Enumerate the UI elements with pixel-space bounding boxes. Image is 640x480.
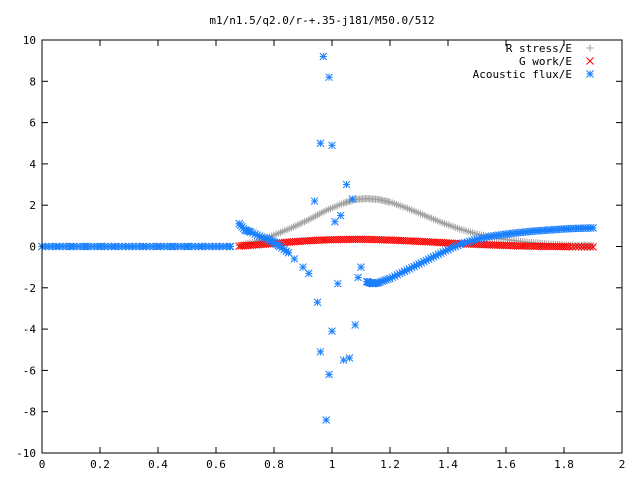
legend-label: R stress/E <box>506 42 572 55</box>
x-tick-label: 0.4 <box>148 458 168 471</box>
data-layer <box>38 52 597 424</box>
data-point <box>586 243 594 251</box>
data-point <box>342 180 351 189</box>
x-tick-label: 2 <box>619 458 626 471</box>
y-tick-label: 8 <box>29 75 36 88</box>
data-point <box>580 242 589 251</box>
y-tick-label: 2 <box>29 199 36 212</box>
data-point <box>284 248 293 257</box>
data-point <box>333 279 342 288</box>
data-point <box>583 243 592 251</box>
legend-marker <box>586 57 594 65</box>
x-tick-label: 0 <box>39 458 46 471</box>
y-tick-label: 10 <box>23 34 36 47</box>
x-tick-label: 1.2 <box>380 458 400 471</box>
x-tick-label: 0.8 <box>264 458 284 471</box>
data-point <box>565 242 574 251</box>
x-tick-label: 1.6 <box>496 458 516 471</box>
data-point <box>313 298 322 307</box>
data-point <box>357 263 365 272</box>
data-point <box>316 139 325 148</box>
data-point <box>577 242 586 251</box>
data-point <box>345 354 354 362</box>
chart-title: m1/n1.5/q2.0/r-+.35-j181/M50.0/512 <box>209 14 434 27</box>
data-point <box>319 52 328 61</box>
data-point <box>316 347 325 356</box>
x-tick-label: 0.6 <box>206 458 226 471</box>
data-point <box>331 217 339 226</box>
legend-label: Acoustic flux/E <box>473 68 572 81</box>
data-point <box>336 211 345 220</box>
x-tick-label: 0.2 <box>90 458 110 471</box>
data-point <box>568 242 577 251</box>
data-point <box>325 73 333 82</box>
data-point <box>328 327 336 336</box>
data-point <box>325 370 333 379</box>
data-point <box>290 255 299 263</box>
data-point <box>589 243 597 251</box>
data-point <box>310 197 319 205</box>
data-point <box>354 273 362 282</box>
y-tick-label: -10 <box>16 447 36 460</box>
legend-marker <box>586 70 594 78</box>
data-point <box>351 321 360 329</box>
y-tick-label: -2 <box>23 282 36 295</box>
y-tick-label: -6 <box>23 364 36 377</box>
x-tick-label: 1.8 <box>554 458 574 471</box>
y-tick-label: -8 <box>23 406 36 419</box>
legend-label: G work/E <box>519 55 572 68</box>
y-tick-label: 4 <box>29 158 36 171</box>
y-tick-label: 0 <box>29 241 36 254</box>
data-point <box>328 141 336 150</box>
data-point <box>226 242 234 251</box>
y-tick-label: 6 <box>29 117 36 130</box>
y-tick-label: -4 <box>23 323 37 336</box>
legend-marker <box>586 44 594 52</box>
ticks-layer: 0 0.2 0.4 0.6 0.8 1 1.2 1.4 1.6 1.8 2 10 8 6 4 2 0 -2 -4 -6… <box>16 34 625 471</box>
x-tick-label: 1 <box>329 458 336 471</box>
data-point <box>299 263 307 272</box>
data-point <box>589 224 597 232</box>
series-2 <box>38 52 597 424</box>
data-point <box>304 269 313 278</box>
plot-frame <box>41 39 623 454</box>
data-point <box>571 242 580 251</box>
data-point <box>348 195 357 203</box>
data-point <box>322 416 331 424</box>
x-tick-label: 1.4 <box>438 458 458 471</box>
data-point <box>574 242 583 251</box>
